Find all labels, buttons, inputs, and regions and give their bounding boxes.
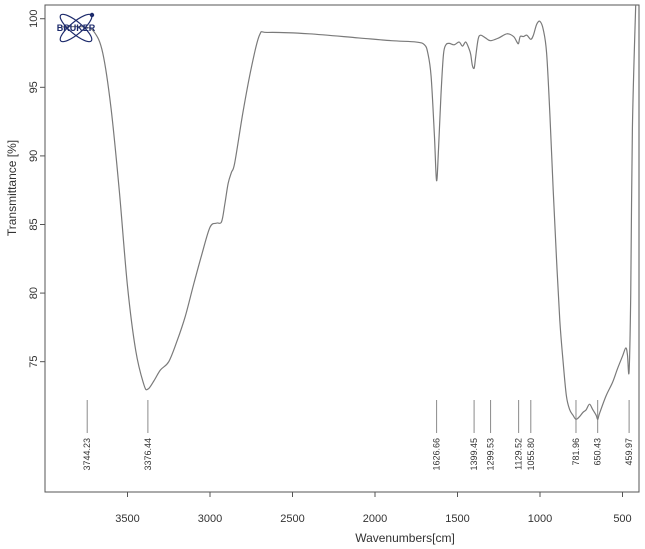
- bruker-logo: BRUKER: [57, 12, 96, 43]
- x-tick-label: 3000: [198, 513, 222, 525]
- x-tick-label: 2500: [280, 513, 304, 525]
- peak-label: 1129.52: [514, 438, 524, 470]
- peak-label: 3376.44: [143, 438, 153, 471]
- y-tick-label: 100: [28, 10, 40, 28]
- x-axis: 3500 3000 2500 2000 1500 1000 500: [115, 492, 632, 525]
- plot-frame: [44, 4, 640, 493]
- peak-label: 1626.66: [432, 438, 442, 471]
- peak-markers: 3744.23 3376.44 1626.66 1399.45 1299.53 1129.…: [82, 400, 634, 471]
- peak-label: 650.43: [593, 438, 603, 466]
- x-tick-label: 500: [613, 513, 631, 525]
- y-tick-label: 85: [28, 218, 40, 230]
- x-tick-label: 2000: [363, 513, 387, 525]
- peak-label: 459.97: [624, 438, 634, 466]
- peak-label: 1299.53: [486, 438, 496, 471]
- y-axis-title: Transmittance [%]: [5, 140, 19, 236]
- y-tick-label: 90: [28, 150, 40, 162]
- peak-label: 1399.45: [469, 438, 479, 471]
- logo-dot: [89, 12, 95, 18]
- spectrum-line: [61, 4, 637, 420]
- x-tick-label: 1000: [528, 513, 552, 525]
- logo-text: BRUKER: [57, 23, 96, 33]
- y-axis: 75 80 85 90 95 100: [28, 10, 45, 368]
- x-tick-label: 3500: [115, 513, 139, 525]
- y-tick-label: 95: [28, 81, 40, 93]
- peak-label: 3744.23: [82, 438, 92, 471]
- x-tick-label: 1500: [445, 513, 469, 525]
- peak-label: 1055.80: [526, 438, 536, 471]
- logo-orbit-1: [59, 13, 93, 43]
- x-axis-title: Wavenumbers[cm]: [355, 531, 455, 545]
- y-tick-label: 80: [28, 287, 40, 299]
- y-tick-label: 75: [28, 356, 40, 368]
- peak-label: 781.96: [571, 438, 581, 466]
